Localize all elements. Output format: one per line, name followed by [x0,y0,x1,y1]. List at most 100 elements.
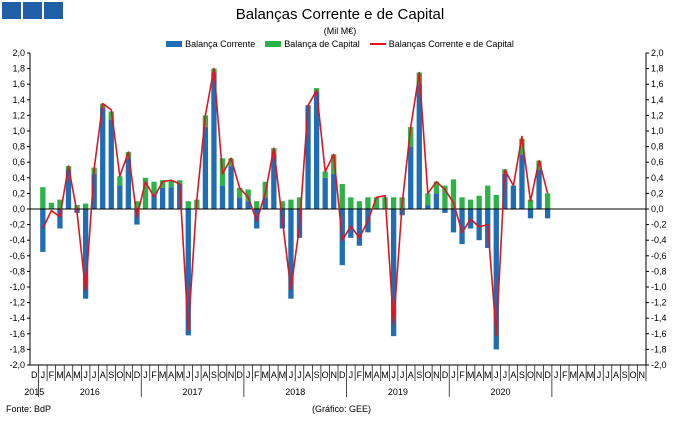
y-tick-label-right: -0,2 [651,220,667,230]
x-month-label: A [373,370,379,380]
bar-current-account [331,173,337,209]
bar-capital-account [339,184,345,209]
y-tick-label-right: 0,4 [651,173,664,183]
bar-capital-account [168,180,174,188]
bar-current-account [408,146,414,209]
y-tick-label-left: 2,0 [12,48,25,58]
bar-current-account [202,127,209,209]
bar-capital-account [151,181,157,194]
bar-current-account [322,177,328,209]
chart-legend: Balança Corrente Balança de Capital Bala… [0,39,680,49]
bar-capital-account [442,185,448,209]
bar-capital-account [373,197,380,209]
x-month-label: M [587,370,595,380]
x-month-label: N [330,370,337,380]
x-month-label: J [297,370,302,380]
x-month-label: J [195,370,200,380]
x-month-label: O [424,370,431,380]
y-tick-label-right: 1,2 [651,110,664,120]
bar-current-account [91,173,97,209]
legend-swatch-combined [369,43,386,45]
bar-current-account [159,187,166,209]
chart-subtitle: (Mil M€) [323,26,357,36]
x-month-label: M [56,370,64,380]
footer-credit: (Gráfico: GEE) [312,404,372,414]
bar-current-account [151,193,157,209]
y-tick-label-left: -0,4 [9,235,25,245]
bar-current-account [262,197,268,209]
y-tick-label-left: 1,4 [12,95,25,105]
x-month-label: O [219,370,226,380]
bar-capital-account [450,179,457,209]
bar-capital-account [476,195,482,209]
x-month-label: M [381,370,389,380]
x-month-label: J [41,370,46,380]
x-month-label: M [484,370,492,380]
bar-capital-account [40,187,46,209]
legend-item-combined: Balanças Corrente e de Capital [369,39,514,49]
bar-capital-account [390,197,397,209]
x-month-label: N [433,370,440,380]
bar-current-account [433,193,440,209]
x-month-label: A [100,370,106,380]
y-tick-label-left: -1,4 [9,313,25,323]
x-month-label: D [442,370,449,380]
bar-capital-account [485,185,491,209]
y-tick-label-right: 0,8 [651,142,664,152]
bar-current-account [459,209,465,245]
x-month-label: M [467,370,475,380]
y-tick-label-right: 2,0 [651,48,664,58]
x-month-label: O [116,370,123,380]
bar-current-account [125,158,132,209]
bar-capital-account [348,197,354,209]
bar-capital-account [296,197,303,209]
bar-current-account [245,201,251,209]
y-tick-label-left: 0,2 [12,188,25,198]
bar-capital-account [228,158,234,167]
x-month-label: F [459,370,465,380]
x-month-label: D [236,370,243,380]
x-month-label: D [134,370,141,380]
x-month-label: N [536,370,543,380]
x-month-label: A [510,370,516,380]
x-month-label: A [202,370,208,380]
x-month-label: J [349,370,354,380]
bar-current-account [493,209,499,350]
x-month-label: J [400,370,405,380]
legend-label-capital: Balança de Capital [284,39,360,49]
bar-current-account [425,205,431,209]
bar-current-account [390,209,397,337]
bar-capital-account [185,201,191,209]
bar-current-account [219,185,226,209]
bar-capital-account [57,199,63,209]
bar-current-account [442,209,448,213]
line-combined-balance [42,67,549,337]
x-month-label: J [605,370,610,380]
y-tick-label-left: -2,0 [9,360,25,370]
bar-capital-account [459,197,465,209]
y-tick-label-right: -1,6 [651,329,667,339]
x-month-label: F [562,370,568,380]
bar-current-account [502,173,508,209]
x-year-label: 2017 [183,387,203,397]
y-tick-label-right: 0,2 [651,188,664,198]
y-tick-label-left: 0,4 [12,173,25,183]
bar-capital-account [408,127,414,147]
bar-current-account [544,209,551,219]
y-tick-label-right: -1,8 [651,344,667,354]
x-month-label: M [176,370,184,380]
x-month-label: F [151,370,157,380]
x-month-label: J [143,370,148,380]
x-month-label: M [73,370,81,380]
y-tick-label-right: -0,8 [651,266,667,276]
y-tick-label-left: -0,8 [9,266,25,276]
bar-current-account [313,92,320,209]
y-tick-label-left: -0,2 [9,220,25,230]
bar-capital-account [74,205,80,209]
bdp-logo [2,2,63,19]
legend-label-combined: Balanças Corrente e de Capital [388,39,514,49]
y-tick-label-left: 1,8 [12,64,25,74]
bar-capital-account [159,180,166,188]
x-month-label: J [92,370,97,380]
bar-current-account [519,154,525,209]
